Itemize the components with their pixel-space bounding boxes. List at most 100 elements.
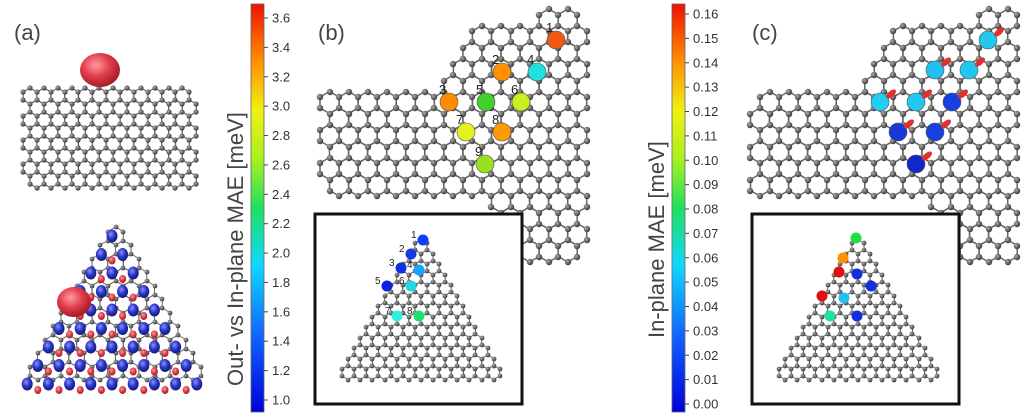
carbon-atom	[27, 157, 33, 163]
carbon-atom	[400, 366, 406, 372]
carbon-atom	[573, 88, 581, 96]
carbon-atom	[424, 247, 430, 253]
carbon-atom	[339, 373, 345, 379]
carbon-atom	[966, 38, 974, 46]
moment-arrow	[958, 89, 968, 99]
carbon-atom	[89, 121, 95, 127]
carbon-atom	[554, 143, 562, 151]
carbon-atom	[41, 125, 47, 131]
colorbar-c-tick-label: 0.11	[693, 128, 717, 143]
carbon-atom	[1004, 93, 1012, 101]
spin-down-lobe	[148, 340, 160, 354]
spin-down-lobe	[191, 377, 203, 391]
carbon-atom	[794, 159, 802, 167]
carbon-atom	[497, 373, 503, 379]
carbon-atom	[69, 85, 75, 91]
carbon-atom	[466, 356, 472, 362]
carbon-atom	[34, 113, 40, 119]
carbon-atom	[430, 251, 436, 257]
spin-up-lobe	[87, 367, 95, 376]
carbon-atom	[369, 342, 375, 348]
carbon-atom	[364, 110, 372, 118]
carbon-atom	[472, 331, 478, 337]
carbon-atom	[179, 157, 185, 163]
colorbar-b-tick-label: 2.4	[272, 187, 290, 202]
carbon-atom	[418, 293, 424, 299]
carbon-atom	[478, 22, 486, 30]
carbon-atom	[994, 209, 1002, 217]
carbon-atom	[430, 272, 436, 278]
carbon-atom	[436, 366, 442, 372]
carbon-atom	[82, 125, 88, 131]
colorbar-b-tick-label: 1.0	[272, 393, 290, 408]
carbon-atom	[335, 126, 343, 134]
spin-down-lobe	[95, 359, 107, 372]
carbon-atom	[545, 137, 553, 145]
carbon-atom	[430, 363, 436, 369]
carbon-atom	[947, 126, 955, 134]
carbon-atom	[497, 176, 505, 184]
carbon-atom	[110, 109, 116, 115]
carbon-atom	[186, 121, 192, 127]
carbon-atom	[947, 137, 955, 145]
carbon-atom	[152, 101, 158, 107]
inset-site-marker	[381, 280, 393, 292]
inset-site-number: 3	[389, 258, 395, 269]
carbon-atom	[804, 143, 812, 151]
carbon-atom	[746, 187, 754, 195]
carbon-atom	[117, 169, 123, 175]
carbon-atom	[424, 366, 430, 372]
colorbar-c-tick-label: 0.10	[693, 153, 718, 168]
carbon-atom	[97, 377, 103, 383]
site-marker	[870, 92, 890, 112]
carbon-atom	[418, 356, 424, 362]
carbon-atom	[526, 137, 534, 145]
carbon-atom	[430, 170, 438, 178]
carbon-atom	[460, 366, 466, 372]
carbon-atom	[937, 143, 945, 151]
carbon-atom	[583, 225, 591, 233]
carbon-atom	[813, 104, 821, 112]
carbon-atom	[583, 126, 591, 134]
carbon-atom	[545, 192, 553, 200]
carbon-atom	[144, 377, 150, 383]
carbon-atom	[103, 137, 109, 143]
carbon-atom	[175, 332, 181, 338]
carbon-atom	[472, 366, 478, 372]
carbon-atom	[956, 44, 964, 52]
site-number: 5	[476, 82, 483, 97]
carbon-atom	[48, 137, 54, 143]
inset-site-number: 7	[385, 306, 391, 317]
colorbar-b-tick-label: 2.2	[272, 216, 290, 231]
carbon-atom	[131, 161, 137, 167]
carbon-atom	[573, 242, 581, 250]
carbon-atom	[48, 161, 54, 167]
site-number: 9	[475, 144, 482, 159]
carbon-atom	[442, 272, 448, 278]
spin-up-lobe	[140, 349, 148, 357]
carbon-atom	[454, 314, 460, 320]
carbon-atom	[166, 125, 172, 131]
spin-up-lobe	[182, 386, 190, 394]
carbon-atom	[440, 121, 448, 129]
carbon-atom	[335, 137, 343, 145]
site-marker	[511, 92, 531, 112]
carbon-atom	[402, 88, 410, 96]
carbon-atom	[442, 356, 448, 362]
carbon-atom	[975, 88, 983, 96]
carbon-atom	[74, 373, 80, 379]
carbon-atom	[454, 363, 460, 369]
carbon-atom	[89, 137, 95, 143]
carbon-atom	[55, 85, 61, 91]
carbon-atom	[62, 169, 68, 175]
carbon-atom	[382, 363, 388, 369]
carbon-atom	[442, 363, 448, 369]
carbon-atom	[785, 110, 793, 118]
carbon-atom	[190, 359, 196, 365]
carbon-atom	[526, 192, 534, 200]
carbon-atom	[516, 44, 524, 52]
carbon-atom	[448, 331, 454, 337]
carbon-atom	[400, 324, 406, 330]
spin-up-lobe	[129, 367, 137, 376]
carbon-atom	[110, 157, 116, 163]
